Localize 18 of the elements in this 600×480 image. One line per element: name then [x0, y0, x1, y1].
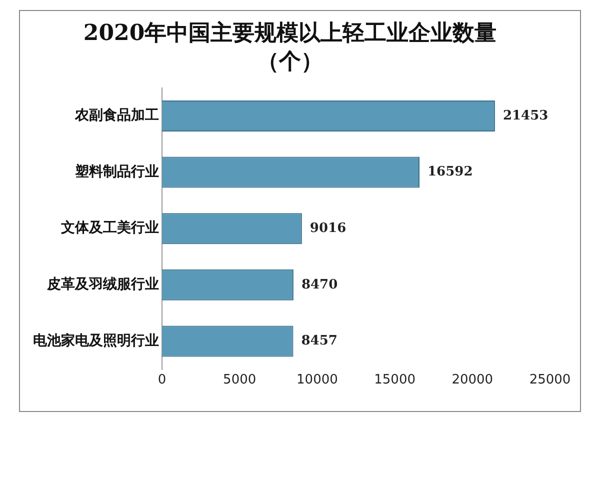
y-tick-label: 皮革及羽绒服行业 [46, 276, 159, 293]
y-tick-label: 文体及工美行业 [60, 219, 159, 236]
x-tick-label: 5000 [223, 372, 256, 388]
data-label: 9016 [310, 220, 346, 236]
y-tick-label: 电池家电及照明行业 [33, 332, 159, 349]
data-label: 21453 [502, 108, 548, 124]
y-tick-label: 农副食品加工 [74, 108, 159, 124]
x-tick-label: 25000 [529, 372, 571, 388]
data-label: 16592 [428, 164, 473, 180]
chart-subtitle: （个） [257, 48, 323, 74]
chart-title: 2020年中国主要规模以上轻工业企业数量 [83, 20, 497, 46]
y-tick-label: 塑料制品行业 [74, 162, 159, 180]
x-tick-label: 10000 [296, 372, 338, 388]
x-tick-label: 0 [158, 372, 166, 388]
data-label: 8457 [301, 334, 338, 349]
data-label: 8470 [301, 277, 338, 292]
x-tick-label: 15000 [374, 372, 416, 388]
x-tick-label: 20000 [452, 372, 494, 388]
